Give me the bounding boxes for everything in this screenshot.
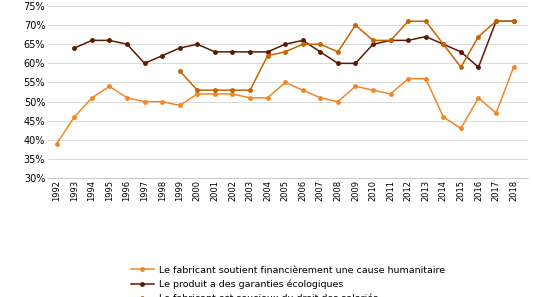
Le fabricant est soucieux du droit des salariés	[475, 35, 482, 38]
Le fabricant est soucieux du droit des salariés	[423, 20, 429, 23]
Le fabricant est soucieux du droit des salariés	[440, 42, 447, 46]
Le fabricant soutient financièrement une cause humanitaire	[493, 111, 499, 115]
Le produit a des garanties écologiques	[141, 61, 148, 65]
Le fabricant est soucieux du droit des salariés	[176, 69, 183, 73]
Le fabricant est soucieux du droit des salariés	[387, 39, 394, 42]
Le fabricant est soucieux du droit des salariés	[370, 39, 376, 42]
Le fabricant est soucieux du droit des salariés	[458, 65, 464, 69]
Le fabricant soutient financièrement une cause humanitaire	[440, 115, 447, 119]
Le produit a des garanties écologiques	[440, 42, 447, 46]
Le fabricant soutient financièrement une cause humanitaire	[282, 81, 288, 84]
Le produit a des garanties écologiques	[458, 50, 464, 54]
Le produit a des garanties écologiques	[475, 65, 482, 69]
Le fabricant soutient financièrement une cause humanitaire	[159, 100, 165, 103]
Le produit a des garanties écologiques	[247, 50, 253, 54]
Le produit a des garanties écologiques	[159, 54, 165, 58]
Le fabricant est soucieux du droit des salariés	[212, 89, 218, 92]
Line: Le fabricant est soucieux du droit des salariés: Le fabricant est soucieux du droit des s…	[178, 20, 515, 92]
Le fabricant est soucieux du droit des salariés	[300, 42, 306, 46]
Le fabricant soutient financièrement une cause humanitaire	[88, 96, 95, 99]
Le produit a des garanties écologiques	[493, 20, 499, 23]
Legend: Le fabricant soutient financièrement une cause humanitaire, Le produit a des gar: Le fabricant soutient financièrement une…	[131, 266, 445, 297]
Le fabricant soutient financièrement une cause humanitaire	[370, 89, 376, 92]
Le fabricant est soucieux du droit des salariés	[229, 89, 236, 92]
Le fabricant soutient financièrement une cause humanitaire	[423, 77, 429, 80]
Le fabricant soutient financièrement une cause humanitaire	[335, 100, 341, 103]
Le fabricant est soucieux du droit des salariés	[194, 89, 200, 92]
Le fabricant soutient financièrement une cause humanitaire	[475, 96, 482, 99]
Le fabricant soutient financièrement une cause humanitaire	[264, 96, 271, 99]
Le fabricant soutient financièrement une cause humanitaire	[212, 92, 218, 96]
Le fabricant est soucieux du droit des salariés	[511, 20, 517, 23]
Le fabricant soutient financièrement une cause humanitaire	[176, 104, 183, 107]
Le produit a des garanties écologiques	[194, 42, 200, 46]
Le fabricant soutient financièrement une cause humanitaire	[317, 96, 324, 99]
Le produit a des garanties écologiques	[352, 61, 359, 65]
Le fabricant soutient financièrement une cause humanitaire	[405, 77, 411, 80]
Le produit a des garanties écologiques	[264, 50, 271, 54]
Le produit a des garanties écologiques	[229, 50, 236, 54]
Le produit a des garanties écologiques	[282, 42, 288, 46]
Le fabricant est soucieux du droit des salariés	[405, 20, 411, 23]
Le fabricant soutient financièrement une cause humanitaire	[352, 85, 359, 88]
Le fabricant est soucieux du droit des salariés	[282, 50, 288, 54]
Le produit a des garanties écologiques	[405, 39, 411, 42]
Le fabricant est soucieux du droit des salariés	[335, 50, 341, 54]
Le fabricant soutient financièrement une cause humanitaire	[387, 92, 394, 96]
Le produit a des garanties écologiques	[317, 50, 324, 54]
Le produit a des garanties écologiques	[71, 46, 77, 50]
Le fabricant soutient financièrement une cause humanitaire	[229, 92, 236, 96]
Line: Le produit a des garanties écologiques: Le produit a des garanties écologiques	[72, 20, 515, 69]
Le produit a des garanties écologiques	[300, 39, 306, 42]
Le fabricant soutient financièrement une cause humanitaire	[247, 96, 253, 99]
Le fabricant est soucieux du droit des salariés	[493, 20, 499, 23]
Le produit a des garanties écologiques	[335, 61, 341, 65]
Line: Le fabricant soutient financièrement une cause humanitaire: Le fabricant soutient financièrement une…	[55, 65, 515, 146]
Le produit a des garanties écologiques	[423, 35, 429, 38]
Le produit a des garanties écologiques	[387, 39, 394, 42]
Le fabricant soutient financièrement une cause humanitaire	[141, 100, 148, 103]
Le fabricant soutient financièrement une cause humanitaire	[511, 65, 517, 69]
Le produit a des garanties écologiques	[176, 46, 183, 50]
Le fabricant soutient financièrement une cause humanitaire	[53, 142, 60, 146]
Le fabricant soutient financièrement une cause humanitaire	[71, 115, 77, 119]
Le fabricant est soucieux du droit des salariés	[247, 89, 253, 92]
Le fabricant est soucieux du droit des salariés	[317, 42, 324, 46]
Le fabricant soutient financièrement une cause humanitaire	[124, 96, 130, 99]
Le fabricant soutient financièrement une cause humanitaire	[458, 127, 464, 130]
Le produit a des garanties écologiques	[106, 39, 112, 42]
Le produit a des garanties écologiques	[511, 20, 517, 23]
Le produit a des garanties écologiques	[212, 50, 218, 54]
Le fabricant est soucieux du droit des salariés	[264, 54, 271, 58]
Le fabricant est soucieux du droit des salariés	[352, 23, 359, 27]
Le fabricant soutient financièrement une cause humanitaire	[106, 85, 112, 88]
Le fabricant soutient financièrement une cause humanitaire	[300, 89, 306, 92]
Le produit a des garanties écologiques	[124, 42, 130, 46]
Le produit a des garanties écologiques	[88, 39, 95, 42]
Le produit a des garanties écologiques	[370, 42, 376, 46]
Le fabricant soutient financièrement une cause humanitaire	[194, 92, 200, 96]
